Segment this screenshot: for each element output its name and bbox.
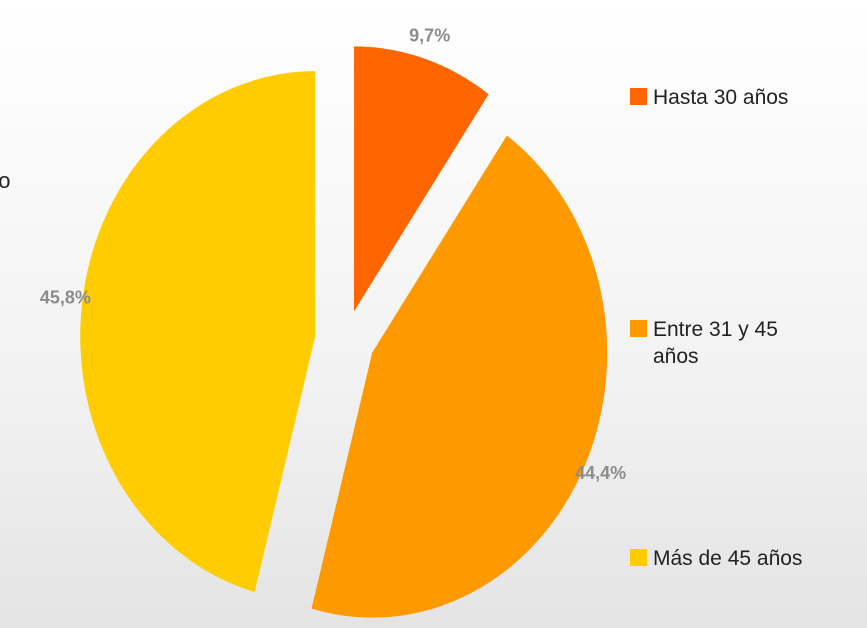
legend-item: Entre 31 y 45 años	[630, 316, 810, 370]
legend-item: Hasta 30 años	[630, 84, 810, 111]
legend-swatch	[630, 320, 647, 337]
value-label: 45,8%	[40, 287, 91, 307]
pie-slice	[80, 71, 316, 593]
value-label: 9,7%	[409, 25, 450, 45]
legend-label: Entre 31 y 45 años	[653, 318, 778, 368]
pie-slice	[354, 46, 489, 312]
legend-label: Más de 45 años	[653, 547, 803, 570]
legend-swatch	[630, 549, 647, 566]
legend-label: Hasta 30 años	[653, 86, 789, 109]
annotation: rio	[0, 168, 11, 193]
value-label: 44,4%	[575, 463, 626, 483]
legend-item: Más de 45 años	[630, 545, 810, 572]
pie-slice	[311, 135, 608, 618]
legend-swatch	[630, 88, 647, 105]
